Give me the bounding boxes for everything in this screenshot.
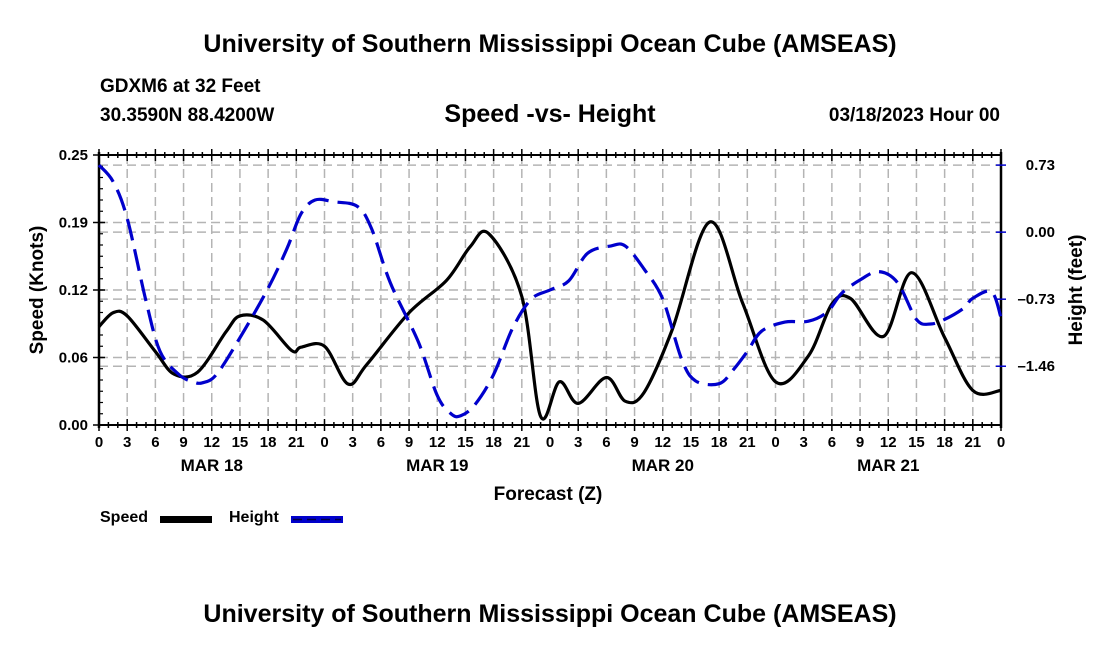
series-line-speed	[97, 220, 1002, 421]
y-tick-label: 0.12	[59, 282, 88, 299]
legend-speed-swatch	[160, 516, 212, 523]
x-tick-label: 18	[711, 434, 728, 451]
y-tick-label: 0.25	[59, 147, 88, 164]
x-tick-label: 6	[602, 434, 610, 451]
legend-height-label: Height	[229, 509, 279, 526]
y-tick-label: 0.06	[59, 350, 88, 367]
x-tick-label: 3	[349, 434, 357, 451]
x-tick-label: 6	[377, 434, 385, 451]
x-tick-label: 6	[828, 434, 836, 451]
chart-title: University of Southern Mississippi Ocean…	[203, 30, 897, 58]
axes	[93, 149, 1006, 431]
series-lines	[97, 164, 1003, 421]
x-tick-label: 15	[457, 434, 474, 451]
x-tick-label: 6	[151, 434, 159, 451]
x-tick-label: 0	[997, 434, 1005, 451]
gridlines	[99, 155, 1001, 425]
y-axis-title: Speed (Knots)	[27, 226, 48, 355]
x-tick-label: 9	[179, 434, 187, 451]
y2-tick-label: 0.73	[1026, 157, 1055, 174]
x-tick-label: 0	[546, 434, 554, 451]
x-tick-label: 3	[800, 434, 808, 451]
x-tick-label: 18	[260, 434, 277, 451]
x-tick-label: 15	[683, 434, 700, 451]
x-tick-label: 12	[203, 434, 220, 451]
legend-height-swatch	[291, 516, 343, 523]
series-line-height	[97, 164, 1003, 419]
footer-title: University of Southern Mississippi Ocean…	[203, 600, 897, 628]
x-tick-label: 12	[429, 434, 446, 451]
day-label: MAR 20	[632, 456, 694, 475]
x-tick-label: 21	[739, 434, 756, 451]
x-tick-label: 15	[908, 434, 925, 451]
day-label: MAR 21	[857, 456, 919, 475]
x-tick-label: 0	[320, 434, 328, 451]
x-tick-label: 9	[405, 434, 413, 451]
y-tick-label: 0.00	[59, 417, 88, 434]
legend-speed-label: Speed	[100, 509, 149, 526]
x-tick-label: 21	[513, 434, 530, 451]
x-tick-label: 12	[880, 434, 897, 451]
x-tick-label: 18	[485, 434, 502, 451]
x-tick-label: 21	[288, 434, 305, 451]
y2-tick-label: –0.73	[1017, 291, 1055, 308]
forecast-datetime: 03/18/2023 Hour 00	[828, 105, 1000, 126]
x-tick-label: 0	[771, 434, 779, 451]
y-tick-label: 0.19	[59, 215, 88, 232]
x-tick-label: 21	[964, 434, 981, 451]
x-tick-label: 9	[856, 434, 864, 451]
x-tick-label: 9	[630, 434, 638, 451]
axis-labels: 0 3 6 9 12 15 18 21 0 3 6 9 12 15 18 21 0 3 6 9 12 15 18 21 0 3 6 9…	[27, 147, 1087, 523]
y2-axis-title: Height (feet)	[1066, 235, 1087, 346]
y2-tick-label: –1.46	[1017, 358, 1055, 375]
chart-subtitle: Speed -vs- Height	[444, 100, 656, 128]
station-label: GDXM6 at 32 Feet	[100, 76, 261, 97]
x-axis-title: Forecast (Z)	[494, 484, 603, 505]
x-tick-label: 3	[574, 434, 582, 451]
x-tick-label: 3	[123, 434, 131, 451]
x-tick-label: 12	[654, 434, 671, 451]
day-label: MAR 19	[406, 456, 468, 475]
x-tick-label: 0	[95, 434, 103, 451]
y2-tick-label: 0.00	[1026, 224, 1055, 241]
x-tick-label: 18	[936, 434, 953, 451]
day-label: MAR 18	[181, 456, 243, 475]
x-tick-label: 15	[232, 434, 249, 451]
coordinates-label: 30.3590N 88.4200W	[100, 105, 275, 126]
